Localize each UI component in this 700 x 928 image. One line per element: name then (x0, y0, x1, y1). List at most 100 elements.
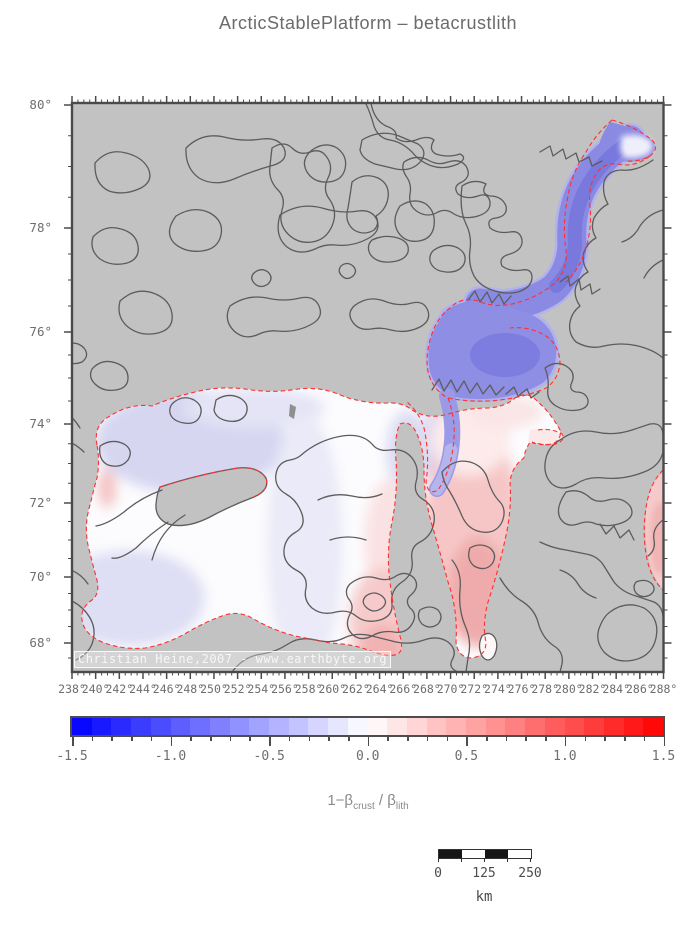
colorbar-tick (564, 737, 567, 746)
colorbar-tick (91, 737, 94, 741)
colorbar-cell (643, 718, 664, 735)
colorbar-tick (328, 737, 330, 741)
lon-tick-label: 248° (176, 682, 205, 696)
colorbar-tick (249, 737, 251, 741)
colorbar-cell (544, 718, 565, 735)
colorbar-tick-label: -1.0 (154, 749, 187, 764)
lon-tick-label: 262° (342, 682, 370, 696)
colorbar-tick-label: 1.5 (651, 749, 676, 764)
colorbar (70, 716, 665, 737)
colorbar-cell (446, 718, 467, 735)
colorbar-tick (229, 737, 232, 741)
colorbar-cell (525, 718, 545, 735)
scale-bar-stub (530, 858, 531, 862)
colorbar-tick (308, 737, 311, 741)
lon-tick-label: 264° (365, 682, 394, 696)
colorbar-tick (466, 737, 468, 746)
colorbar-cell (426, 718, 447, 735)
colorbar-title: 1−βcrust / βlith (168, 792, 568, 812)
lon-tick-label: 240° (81, 682, 110, 696)
colorbar-cell (150, 718, 171, 735)
colorbar-tick (131, 737, 133, 741)
colorbar-cell (485, 718, 506, 735)
lat-tick-label: 68° (29, 635, 52, 650)
lat-tick-label: 72° (29, 495, 52, 510)
scale-bar-segment (485, 850, 508, 858)
lon-tick-label: 272° (460, 682, 489, 696)
scale-bar-unit: km (475, 889, 493, 905)
colorbar-cell (406, 718, 427, 735)
scale-bar-stub (438, 858, 439, 862)
colorbar-tick (624, 737, 626, 741)
colorbar-cell (111, 718, 132, 735)
colorbar-cell (347, 718, 368, 735)
colorbar-cell (328, 718, 348, 735)
excluded-bay-wedge (155, 467, 268, 527)
cb-title-sub2: lith (395, 801, 409, 812)
colorbar-tick (72, 737, 74, 746)
scale-bar-segment (462, 850, 485, 858)
scale-bar-tick-label: 125 (472, 866, 496, 881)
colorbar-cell (170, 718, 191, 735)
scale-bar-tick-label: 0 (434, 866, 442, 881)
colorbar-tick (407, 737, 409, 741)
lon-tick-label: 284° (602, 682, 631, 696)
lon-tick-label: 276° (507, 682, 536, 696)
colorbar-tick (269, 737, 271, 746)
colorbar-tick (387, 737, 389, 741)
lat-tick-label: 80° (29, 97, 52, 112)
colorbar-tick (486, 737, 488, 741)
colorbar-tick (545, 737, 547, 741)
lat-tick-label: 76° (29, 324, 52, 339)
colorbar-tick (348, 737, 350, 741)
colorbar-cell (505, 718, 526, 735)
lon-tick-label: 256° (271, 682, 299, 696)
colorbar-cell (288, 718, 309, 735)
colorbar-tick (288, 737, 291, 741)
colorbar-tick (643, 737, 646, 741)
colorbar-tick (367, 737, 370, 746)
colorbar-cell (564, 718, 585, 735)
lon-tick-label: 260° (318, 682, 347, 696)
colorbar-cell (623, 718, 644, 735)
colorbar-cell (190, 718, 210, 735)
coastlines (72, 103, 664, 672)
colorbar-cell (308, 718, 329, 735)
colorbar-tick-label: 0.0 (356, 749, 380, 764)
colorbar-cell (584, 718, 604, 735)
colorbar-tick-label: 0.5 (454, 749, 479, 764)
colorbar-tick-labels: -1.5 -1.0 -0.5 0.0 0.5 1.0 1.5 (56, 749, 675, 765)
colorbar-tick-label: -1.5 (56, 749, 88, 764)
colorbar-tick (584, 737, 587, 741)
frame-ticks (64, 96, 672, 679)
colorbar-tick (604, 737, 606, 741)
colorbar-tick (446, 737, 449, 741)
colorbar-cell (387, 718, 407, 735)
colorbar-cell (209, 718, 230, 735)
colorbar-tick (663, 737, 665, 746)
lon-tick-label: 254° (247, 682, 276, 696)
lon-tick-label: 258° (294, 682, 323, 696)
colorbar-tick (111, 737, 113, 741)
region-boundaries (81, 119, 664, 659)
lat-tick-label: 78° (29, 220, 52, 235)
lon-tick-label: 244° (129, 682, 157, 696)
colorbar-tick (190, 737, 192, 741)
colorbar-ticks (72, 737, 665, 747)
colorbar-tick (170, 737, 173, 746)
lon-tick-label: 238° (58, 682, 86, 696)
lon-tick-label: 250° (200, 682, 228, 696)
cb-title-prefix: 1−β (327, 792, 354, 809)
colorbar-cell (91, 718, 112, 735)
lon-tick-label: 278° (531, 682, 560, 696)
colorbar-cell (249, 718, 270, 735)
lon-tick-label: 288° (649, 682, 678, 696)
colorbar-tick (525, 737, 527, 741)
lon-tick-label: 282° (578, 682, 607, 696)
colorbar-cell (229, 718, 250, 735)
scale-bar-segment (439, 850, 462, 858)
figure-title: ArcticStablePlatform – betacrustlith (218, 13, 518, 33)
scale-bar-stub (461, 858, 462, 862)
